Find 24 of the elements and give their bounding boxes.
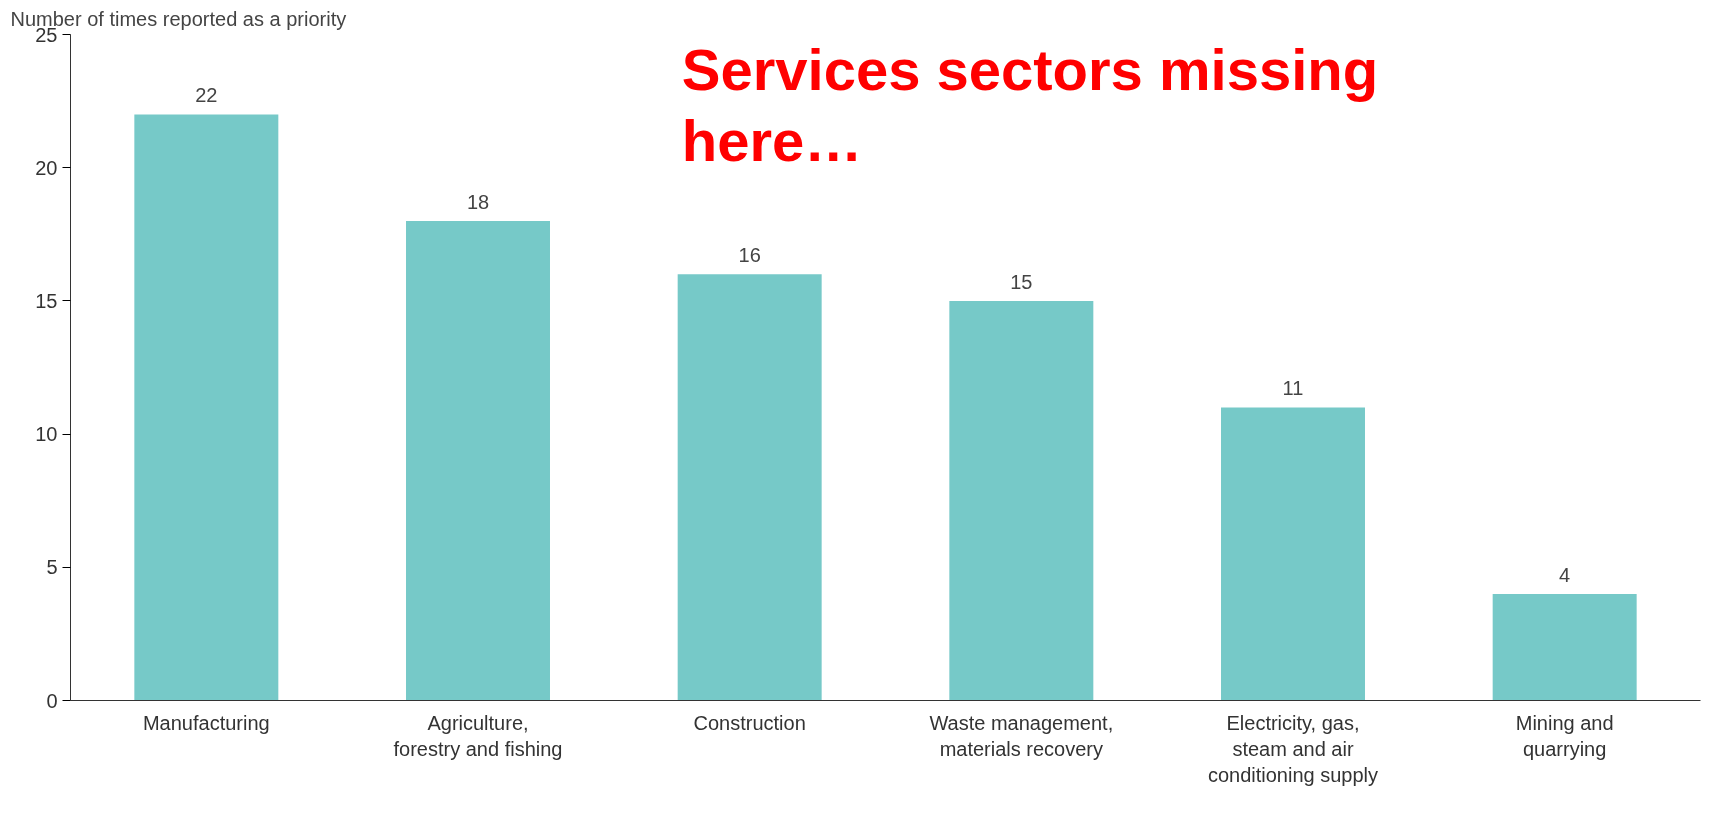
data-label: 11	[1282, 377, 1304, 400]
x-tick-label: Agriculture, forestry and fishing	[393, 711, 563, 760]
x-tick-label: Waste management, materials recovery	[929, 711, 1114, 760]
y-tick-label: 10	[35, 423, 58, 446]
data-label: 15	[1010, 270, 1033, 293]
bar	[1492, 593, 1637, 701]
y-tick-label: 20	[35, 156, 58, 179]
data-label: 4	[1559, 563, 1571, 586]
x-tick-label: Mining and quarrying	[1515, 711, 1614, 760]
data-label: 16	[738, 244, 761, 267]
bar	[949, 300, 1094, 701]
annotation: Services sectors missing here…	[681, 36, 1379, 173]
y-tick-label: 15	[35, 289, 58, 312]
bar	[1221, 407, 1365, 701]
y-tick-label: 5	[46, 556, 58, 579]
bar	[406, 220, 550, 701]
x-tick-label: Construction	[693, 711, 806, 734]
data-label: 22	[195, 84, 218, 107]
bar	[134, 114, 279, 701]
bar	[677, 274, 822, 701]
x-tick-label: Electricity, gas, steam and air conditioning supply	[1207, 711, 1379, 787]
y-tick-label: 0	[46, 689, 58, 712]
x-tick-label: Manufacturing	[142, 711, 270, 734]
data-label: 18	[466, 190, 490, 213]
